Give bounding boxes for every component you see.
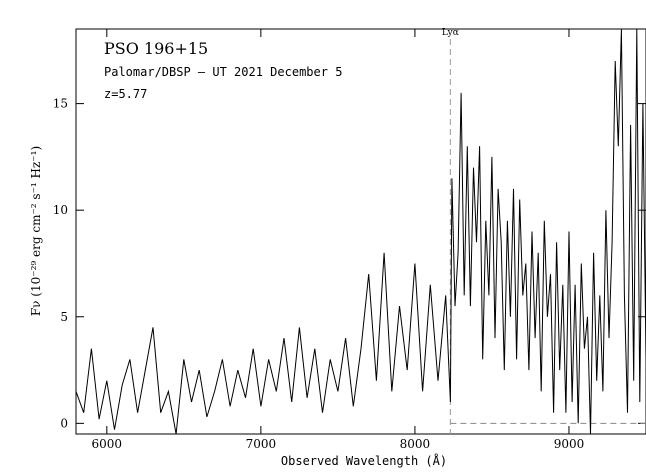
annotation-observation: Palomar/DBSP – UT 2021 December 5: [104, 65, 342, 79]
x-tick-label: 8000: [400, 437, 431, 451]
x-axis-ticks: 6000 7000 8000 9000: [92, 29, 585, 451]
annotation-redshift: z=5.77: [104, 87, 147, 101]
series-spectrum-line: [75, 28, 646, 435]
y-tick-label: 15: [53, 97, 68, 111]
y-tick-label: 5: [60, 310, 68, 324]
lya-label: Lyα: [442, 28, 459, 38]
x-tick-label: 6000: [92, 437, 123, 451]
y-tick-label: 10: [53, 203, 68, 217]
y-tick-label: 0: [60, 416, 68, 430]
x-tick-label: 9000: [554, 437, 585, 451]
plot-frame: [75, 28, 646, 435]
x-tick-label: 7000: [246, 437, 277, 451]
chart-title: PSO 196+15: [104, 39, 208, 58]
x-axis-label: Observed Wavelength (Å): [281, 453, 447, 468]
y-axis-label: Fν (10⁻²⁹ erg cm⁻² s⁻¹ Hz⁻¹): [29, 146, 43, 316]
y-axis-ticks: 0 5 10 15: [53, 97, 646, 430]
